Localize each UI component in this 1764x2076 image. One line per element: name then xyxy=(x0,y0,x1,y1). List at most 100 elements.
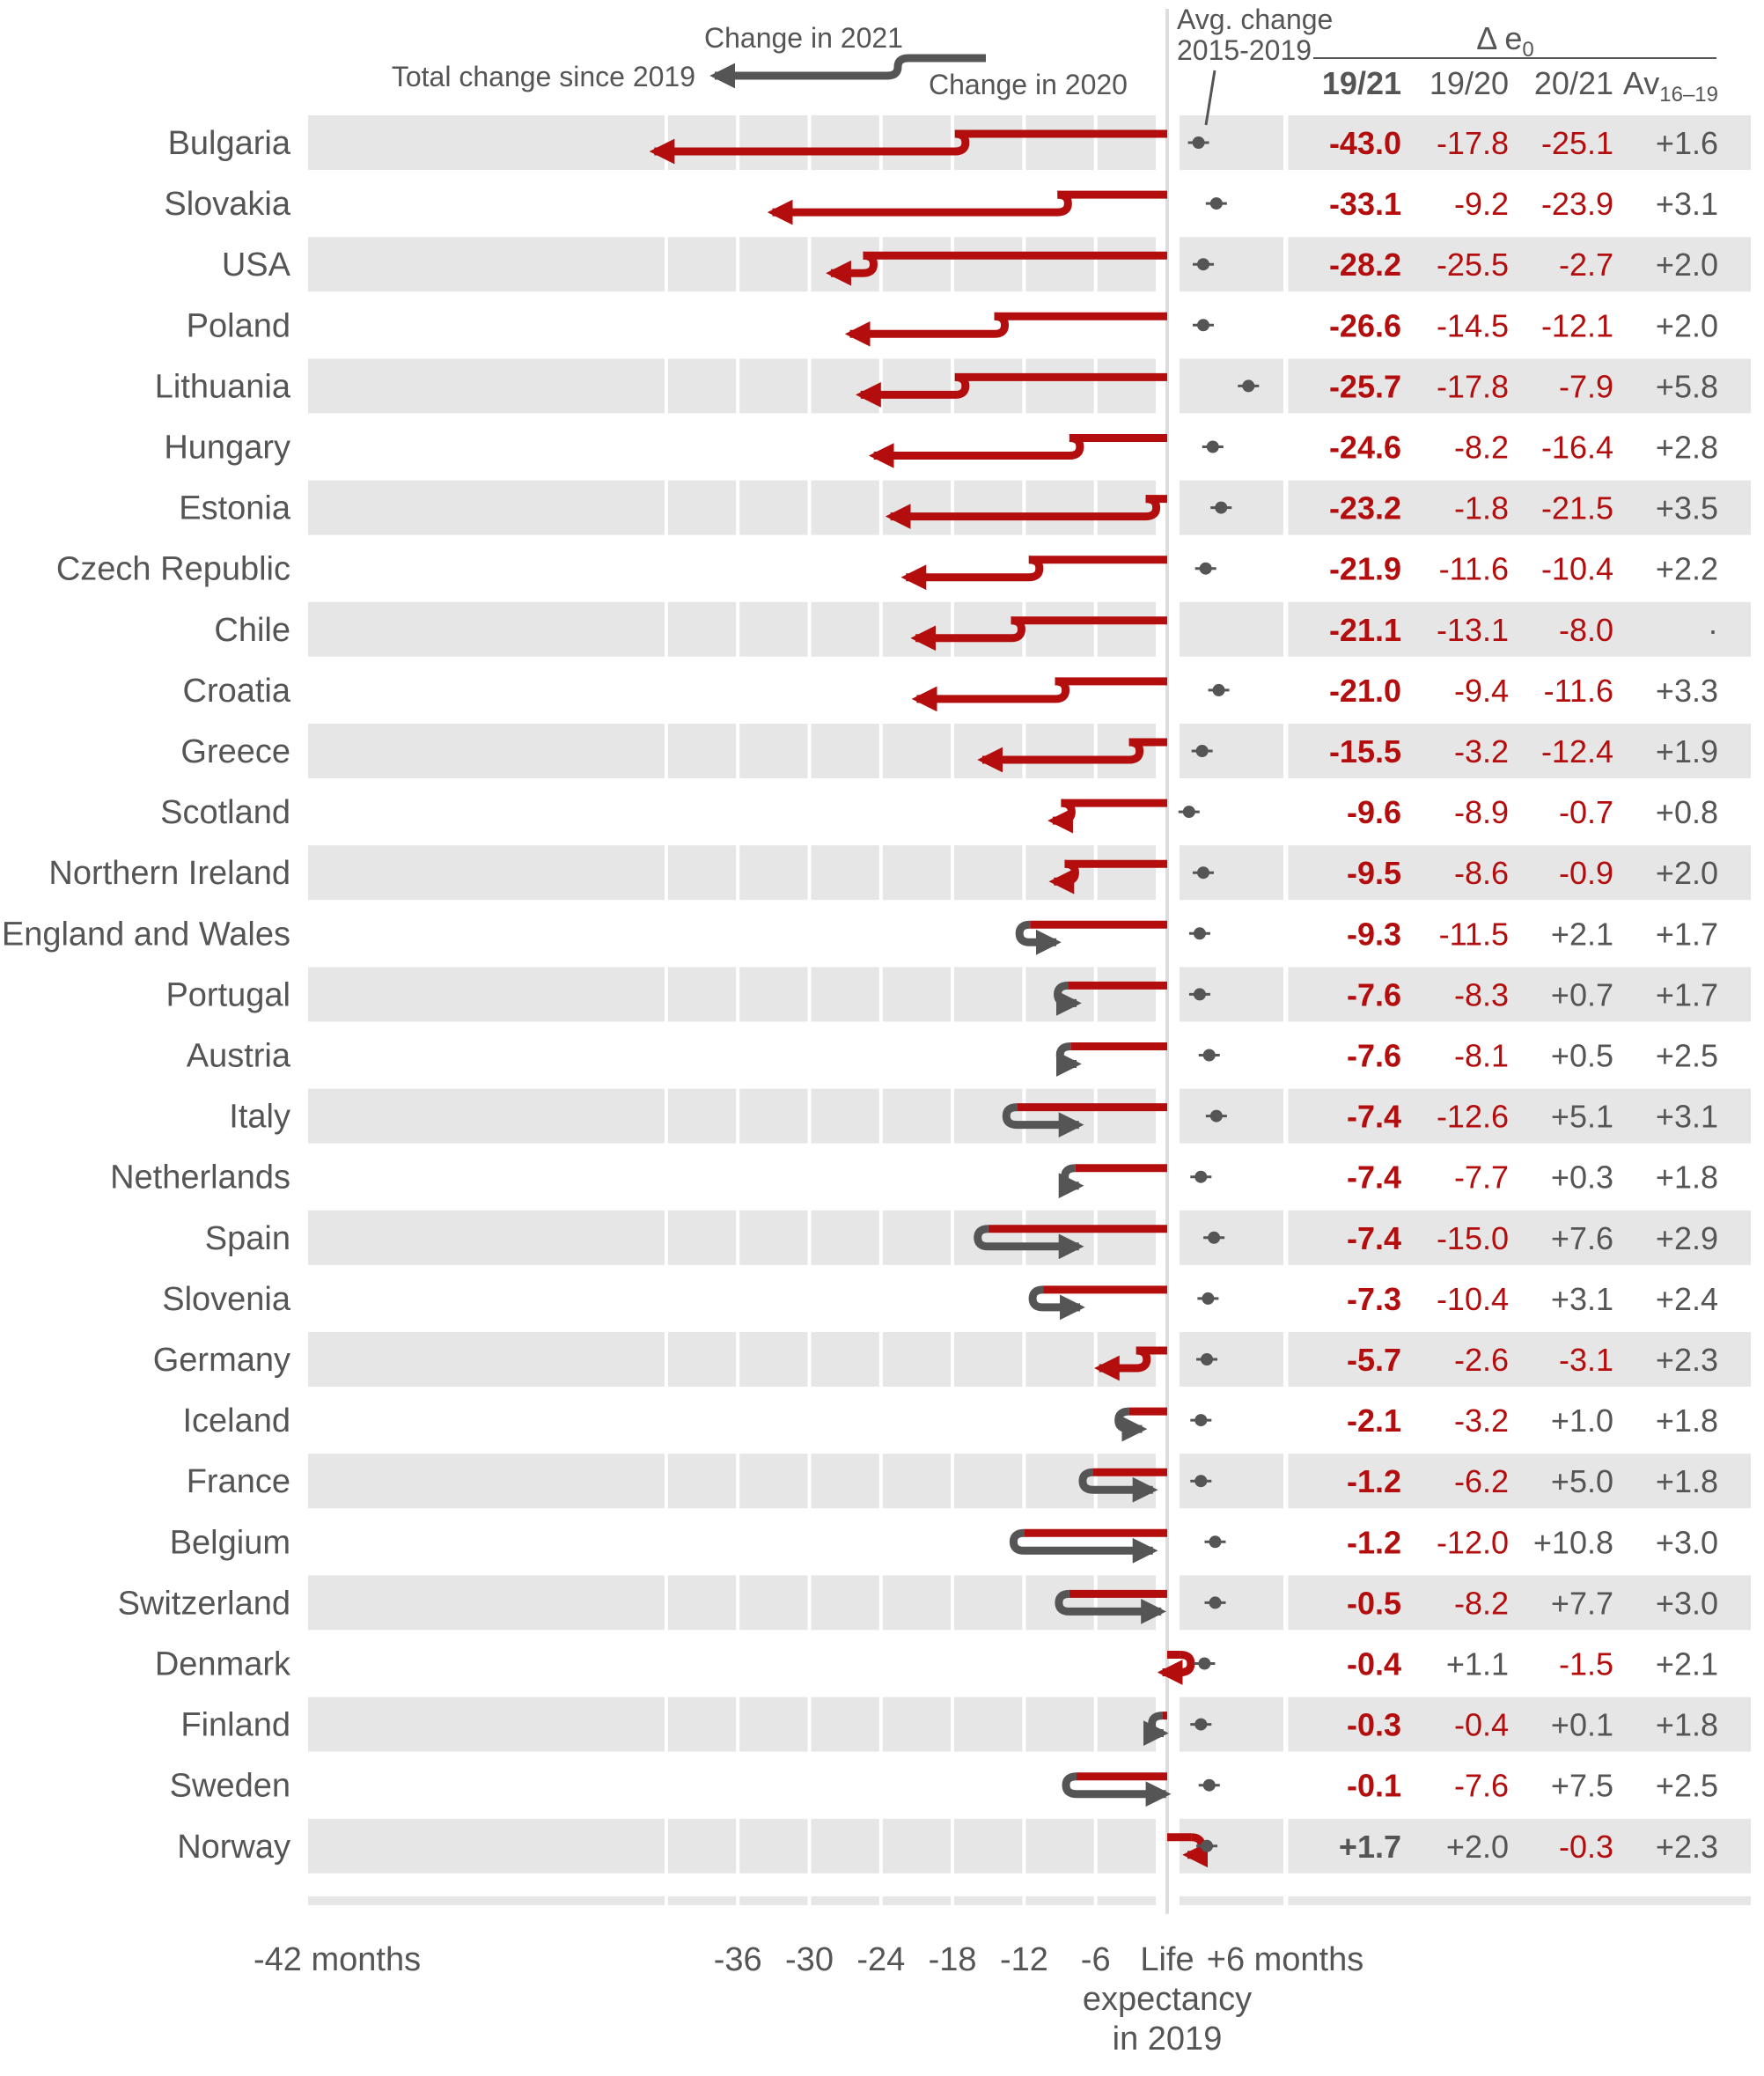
value-19-21: -2.1 xyxy=(1347,1402,1401,1439)
value-av: +2.1 xyxy=(1656,1646,1718,1682)
value-av: +3.1 xyxy=(1656,1099,1718,1135)
value-19-21: -28.2 xyxy=(1329,247,1401,283)
row-band-left xyxy=(308,1210,1156,1265)
arrow-2021 xyxy=(1015,920,1062,955)
value-19-20: -17.8 xyxy=(1437,368,1509,404)
value-19-21: -7.4 xyxy=(1347,1099,1401,1135)
value-av: +1.7 xyxy=(1656,916,1718,952)
country-row: Germany -5.7 -2.6 -3.1 +2.3 xyxy=(153,1342,1718,1381)
x-tick-label: -36 xyxy=(714,1941,762,1978)
value-19-20: -8.1 xyxy=(1454,1038,1509,1074)
value-av: +3.5 xyxy=(1656,490,1718,526)
country-label: Norway xyxy=(177,1829,290,1866)
value-19-20: -14.5 xyxy=(1437,307,1509,343)
value-19-21: -0.5 xyxy=(1347,1585,1401,1621)
country-row: Scotland -9.6 -8.9 -0.7 +0.8 xyxy=(160,794,1718,834)
value-20-21: +0.5 xyxy=(1551,1038,1613,1074)
avg-dot xyxy=(1202,1292,1215,1305)
plus6-label: +6 months xyxy=(1207,1941,1364,1978)
row-band-table xyxy=(1288,237,1751,292)
value-19-21: -1.2 xyxy=(1347,1524,1401,1560)
country-label: Chile xyxy=(214,612,290,649)
legend-change-2021: Change in 2021 xyxy=(704,22,903,54)
value-20-21: -23.9 xyxy=(1541,186,1613,222)
country-row: Poland -26.6 -14.5 -12.1 +2.0 xyxy=(187,307,1718,347)
row-band-table xyxy=(1288,358,1751,414)
country-row: Belgium -1.2 -12.0 +10.8 +3.0 xyxy=(170,1524,1718,1564)
arrow-2021 xyxy=(1028,1285,1085,1321)
value-19-20: -9.2 xyxy=(1454,186,1509,222)
avg-dot xyxy=(1194,1718,1208,1731)
value-19-20: -6.2 xyxy=(1454,1463,1509,1499)
country-label: Northern Ireland xyxy=(48,855,290,892)
x-tick-label: -18 xyxy=(929,1941,977,1978)
value-19-21: -9.6 xyxy=(1347,794,1401,830)
value-19-21: -7.4 xyxy=(1347,1159,1401,1196)
col-header-20-21: 20/21 xyxy=(1534,65,1613,101)
value-19-21: -25.7 xyxy=(1329,368,1401,404)
country-row: Finland -0.3 -0.4 +0.1 +1.8 xyxy=(180,1707,1718,1747)
zero-label: expectancy xyxy=(1083,1981,1252,2018)
row-band-table xyxy=(1288,967,1751,1022)
country-label: Czech Republic xyxy=(56,551,290,588)
value-20-21: -0.7 xyxy=(1559,794,1613,830)
country-row: Greece -15.5 -3.2 -12.4 +1.9 xyxy=(180,733,1718,773)
value-av: +1.7 xyxy=(1656,976,1718,1012)
country-label: Spain xyxy=(205,1220,290,1257)
country-label: Germany xyxy=(153,1342,290,1379)
arrow-2021 xyxy=(1157,1651,1195,1685)
avg-dot xyxy=(1209,1596,1222,1609)
value-19-20: -1.8 xyxy=(1454,490,1509,526)
row-band-table xyxy=(1288,1575,1751,1631)
value-20-21: -0.9 xyxy=(1559,855,1613,891)
country-row: Czech Republic -21.9 -11.6 -10.4 +2.2 xyxy=(56,551,1718,591)
row-band-left xyxy=(308,115,1156,170)
value-av: +2.0 xyxy=(1656,247,1718,283)
country-label: Hungary xyxy=(164,430,290,467)
value-av: · xyxy=(1708,612,1718,648)
arrow-2021 xyxy=(767,190,1072,225)
arrow-2021 xyxy=(826,251,878,286)
country-label: England and Wales xyxy=(2,916,290,953)
row-band-table xyxy=(1288,1210,1751,1265)
arrow-2021 xyxy=(1143,1712,1169,1747)
country-label: Denmark xyxy=(155,1646,291,1683)
avg-dot xyxy=(1208,1231,1221,1244)
row-band-left xyxy=(308,1818,1156,1874)
country-label: Finland xyxy=(180,1707,290,1744)
country-label: Croatia xyxy=(183,673,291,710)
value-av: +3.3 xyxy=(1656,673,1718,709)
value-19-20: -3.2 xyxy=(1454,1402,1509,1439)
country-row: Chile -21.1 -13.1 -8.0 · xyxy=(214,612,1718,652)
value-19-20: -3.2 xyxy=(1454,733,1509,769)
value-19-20: -7.7 xyxy=(1454,1159,1509,1196)
avg-dot xyxy=(1194,1414,1208,1427)
axis-band xyxy=(1288,1896,1751,1905)
row-band-left xyxy=(308,1332,1156,1387)
value-20-21: +10.8 xyxy=(1533,1524,1613,1560)
row-band-left xyxy=(308,967,1156,1022)
value-19-20: -8.6 xyxy=(1454,855,1509,891)
value-19-21: -9.5 xyxy=(1347,855,1401,891)
country-label: Slovakia xyxy=(164,186,290,223)
x-tick-label: -42 months xyxy=(254,1941,421,1978)
value-19-21: -21.1 xyxy=(1329,612,1401,648)
value-19-20: -15.0 xyxy=(1437,1220,1509,1256)
value-19-20: -8.2 xyxy=(1454,430,1509,466)
value-av: +3.0 xyxy=(1656,1585,1718,1621)
arrow-2021 xyxy=(1047,799,1076,834)
value-av: +3.0 xyxy=(1656,1524,1718,1560)
value-20-21: -7.9 xyxy=(1559,368,1613,404)
avg-dot xyxy=(1201,1353,1214,1366)
arrow-2021 xyxy=(868,434,1084,468)
avg-dot xyxy=(1206,440,1219,453)
country-row: Norway +1.7 +2.0 -0.3 +2.3 xyxy=(177,1829,1718,1868)
value-20-21: +3.1 xyxy=(1551,1281,1613,1317)
value-19-21: -7.6 xyxy=(1347,1038,1401,1074)
value-19-21: -23.2 xyxy=(1329,490,1401,526)
value-19-20: -8.9 xyxy=(1454,794,1509,830)
row-bands xyxy=(308,115,1751,1905)
country-label: Bulgaria xyxy=(168,125,291,162)
avg-dot xyxy=(1209,197,1223,210)
zero-label: Life xyxy=(1140,1941,1194,1978)
